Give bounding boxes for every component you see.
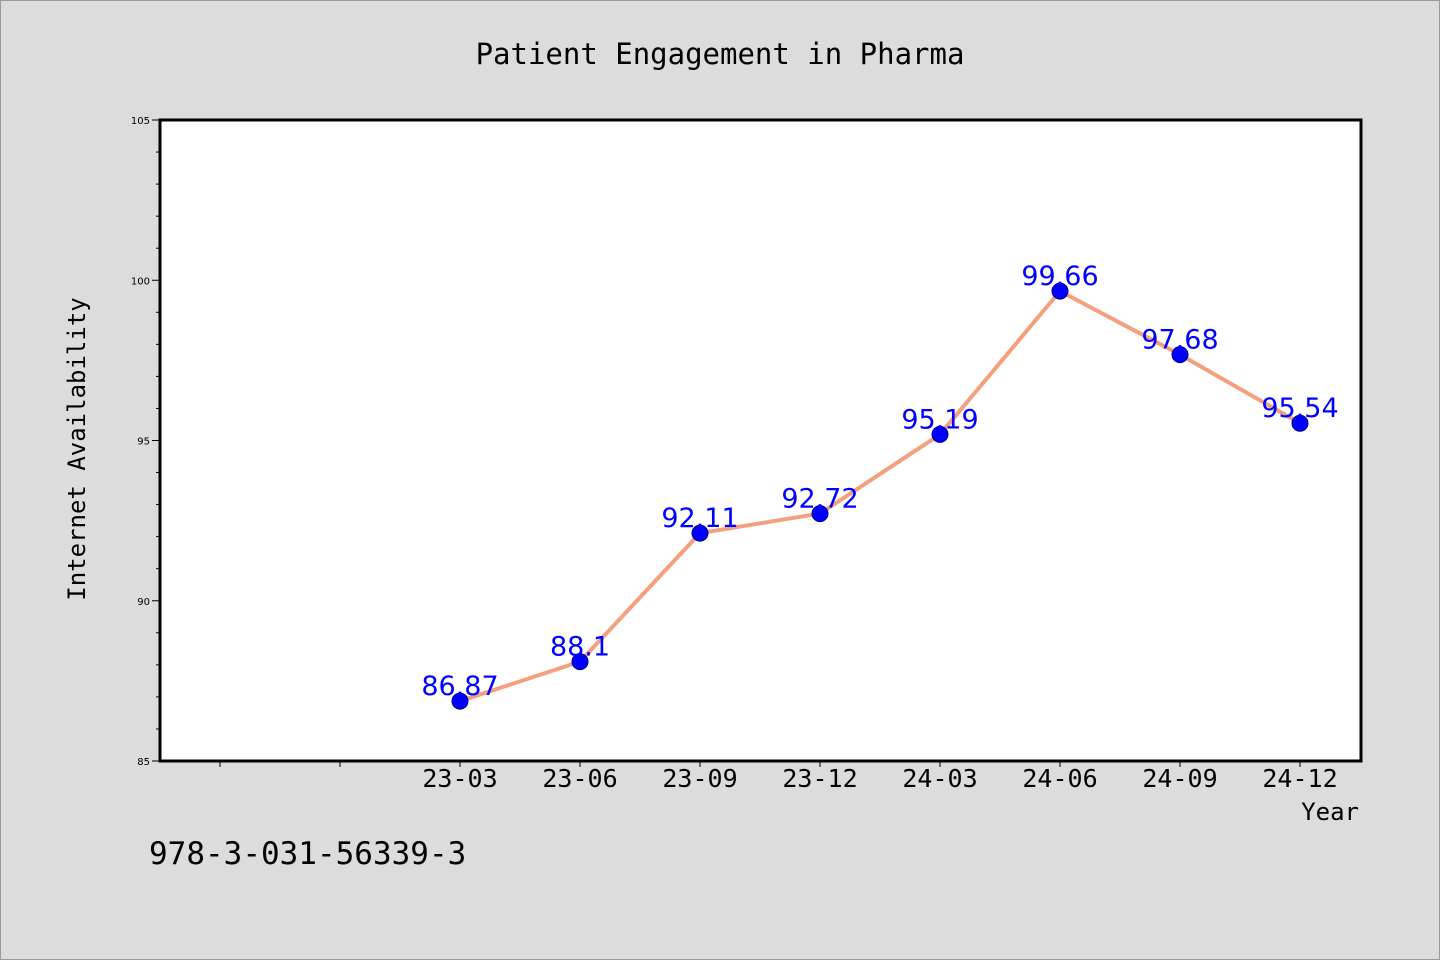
series-layer: 86.87 88.1 92.11 92.72 95.19 99.66 97.68 95.54 [421,261,1339,710]
data-label: 86.87 [421,671,498,702]
x-tick-label: 24-06 [1022,764,1097,793]
y-tick-label: 100 [131,276,150,287]
x-tick-label: 23-06 [542,764,617,793]
data-point [691,524,709,542]
data-point [1051,282,1069,300]
data-label: 92.72 [781,484,858,515]
data-point [451,692,469,710]
plot-frame [158,118,1363,763]
axes: 85 90 95 100 105 23-03 23-06 23-09 23-12 24-03 24-… [131,116,1338,793]
data-point [1291,414,1309,432]
y-tick-label: 95 [137,437,150,448]
data-point [1171,346,1189,364]
data-label: 88.1 [550,632,610,663]
x-tick-label: 23-12 [782,764,857,793]
plot-area [160,120,1361,761]
data-point [571,653,589,671]
x-tick-label: 23-03 [422,764,497,793]
x-tick-label: 24-09 [1142,764,1217,793]
data-point [931,425,949,443]
y-axis-label: Internet Availability [63,297,91,600]
y-tick-label: 85 [137,757,150,768]
x-axis-label: Year [1301,798,1359,826]
x-tick-label: 24-03 [902,764,977,793]
data-label: 99.66 [1021,261,1098,292]
x-tick-label: 23-09 [662,764,737,793]
chart-title: Patient Engagement in Pharma [476,37,965,71]
data-label: 97.68 [1141,325,1218,356]
y-tick-label: 90 [137,597,150,608]
data-label: 95.54 [1261,393,1338,424]
data-label: 95.19 [901,404,978,435]
y-tick-label: 105 [131,116,150,127]
data-point [811,505,829,523]
data-label: 92.11 [661,503,738,534]
series-line [458,289,1302,704]
footer-code: 978-3-031-56339-3 [149,836,466,872]
x-tick-label: 24-12 [1262,764,1337,793]
